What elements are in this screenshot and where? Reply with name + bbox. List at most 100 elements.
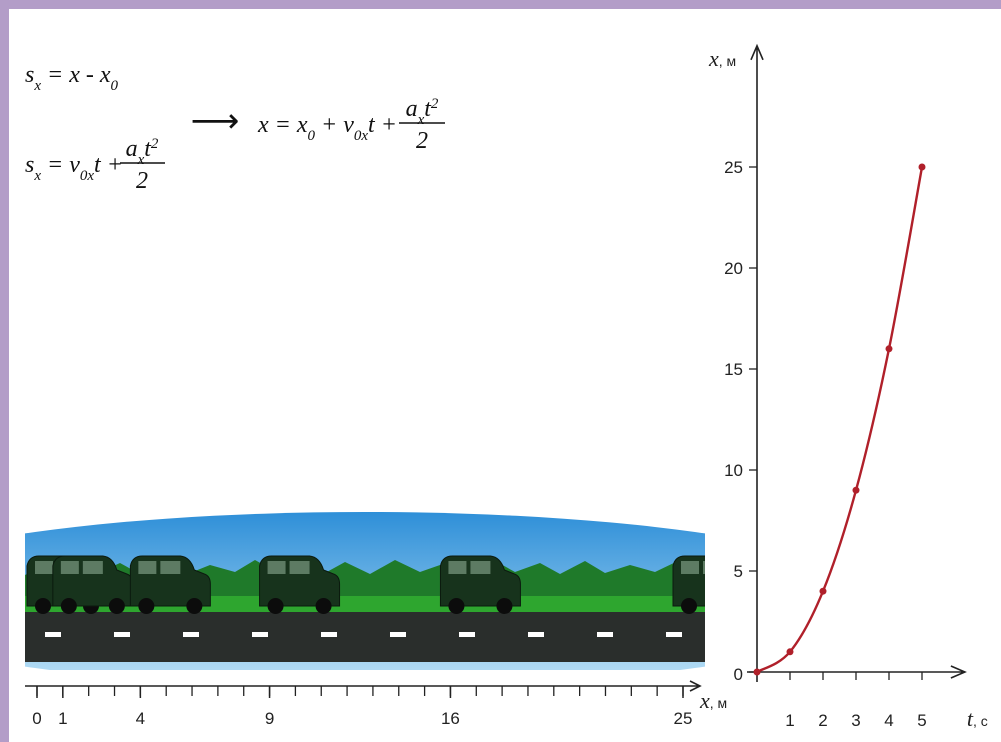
x-tick-label: 1 [785, 711, 794, 730]
car-window [703, 561, 705, 574]
data-point [753, 668, 761, 676]
car-wheel [729, 598, 745, 614]
tick-label: 25 [674, 709, 693, 728]
y-axis [750, 43, 764, 682]
lane-dash [390, 632, 406, 637]
car-window [60, 561, 79, 574]
formula-part: t + [94, 152, 123, 178]
lane-dash [114, 632, 130, 637]
axis-label-unit: , м [719, 53, 736, 69]
frame-left [0, 0, 9, 742]
road [25, 612, 705, 662]
formula-subscript: x [417, 112, 425, 128]
x-tick-label: 4 [884, 711, 893, 730]
tick-label: 4 [136, 709, 145, 728]
car [259, 555, 341, 614]
car [672, 555, 745, 614]
car-window [160, 561, 181, 574]
axis-label-variable: t [967, 706, 974, 731]
tick-label: 0 [32, 709, 41, 728]
car-window [82, 561, 103, 574]
formula-subscript: x [33, 78, 41, 94]
car-wheel [108, 598, 125, 614]
car [52, 555, 134, 614]
fraction-numerator: axt2 [406, 96, 439, 128]
car-wheel [448, 598, 465, 614]
lane-dash [597, 632, 613, 637]
data-point [819, 587, 827, 595]
x-tick-label: 5 [917, 711, 926, 730]
formula-displacement: sx = x - x0 [25, 62, 119, 94]
x-axis-label: t, с [967, 706, 988, 731]
road-scene [25, 512, 745, 670]
y-tick-label: 25 [724, 158, 743, 177]
formula-part: s [25, 152, 34, 178]
y-tick-label: 15 [724, 360, 743, 379]
formula-superscript: 2 [431, 96, 439, 112]
car-window [35, 561, 53, 574]
lane-dash [528, 632, 544, 637]
car-wheel [35, 598, 51, 614]
tick-label: 9 [265, 709, 274, 728]
formula-subscript: 0x [354, 128, 369, 144]
tick-label: 1 [58, 709, 67, 728]
y-tick-label: 5 [734, 562, 743, 581]
formula-part: t [144, 136, 152, 162]
fraction-denominator: 2 [416, 128, 428, 154]
fraction-numerator: axt2 [126, 136, 159, 168]
car [129, 555, 211, 614]
formula-subscript: 0 [308, 128, 316, 144]
y-tick-label: 20 [724, 259, 743, 278]
axis-label-unit: , м [710, 695, 727, 711]
formula-part: t [424, 96, 432, 122]
axis-label: x, м [699, 688, 727, 713]
formula-part: a [126, 136, 138, 162]
lane-dash [321, 632, 337, 637]
lane-dash [666, 632, 682, 637]
formula-part: t + [368, 112, 397, 138]
x-tick-label: 2 [818, 711, 827, 730]
car-wheel [186, 598, 203, 614]
y-tick-label: 10 [724, 461, 743, 480]
formula-part: x = x [257, 112, 308, 138]
y-axis-label: x, м [708, 46, 736, 71]
car-window [448, 561, 467, 574]
car-window [289, 561, 310, 574]
formula-part: s [25, 62, 34, 88]
axis-label-unit: , с [973, 713, 988, 729]
formula-position: x = x0 + v0xt + [257, 112, 397, 144]
lane-dash [459, 632, 475, 637]
formula-subscript: x [137, 152, 145, 168]
formula-kinematic: sx = v0xt + [25, 152, 123, 184]
formula-part: = v [41, 152, 80, 178]
x-tick-label: 3 [851, 711, 860, 730]
lane-dash [45, 632, 61, 637]
lane-markings [45, 632, 682, 637]
tick-label: 16 [441, 709, 460, 728]
car-window [470, 561, 491, 574]
y-tick-label: 0 [734, 665, 743, 684]
cars [26, 555, 745, 614]
formula-part: = x - x [41, 62, 111, 88]
lane-dash [183, 632, 199, 637]
car-wheel [267, 598, 284, 614]
position-graph: 0 5 10 15 20 25 1 2 3 4 5 x, м t, с [708, 43, 988, 731]
data-point [786, 648, 794, 656]
formula-part: a [406, 96, 418, 122]
car-window [681, 561, 699, 574]
formula-subscript: x [33, 168, 41, 184]
frame-top [0, 0, 1001, 9]
formula-part: + v [315, 112, 354, 138]
implication-arrow: ⟶ [191, 101, 240, 141]
fraction-denominator: 2 [136, 168, 148, 194]
data-line [756, 166, 924, 674]
car-wheel [138, 598, 155, 614]
car-window [267, 561, 286, 574]
car-wheel [496, 598, 513, 614]
formula-subscript: 0 [111, 78, 119, 94]
car [439, 555, 521, 614]
data-point [852, 486, 860, 494]
road-axis: 0 1 4 9 16 25 x, м [25, 680, 727, 728]
